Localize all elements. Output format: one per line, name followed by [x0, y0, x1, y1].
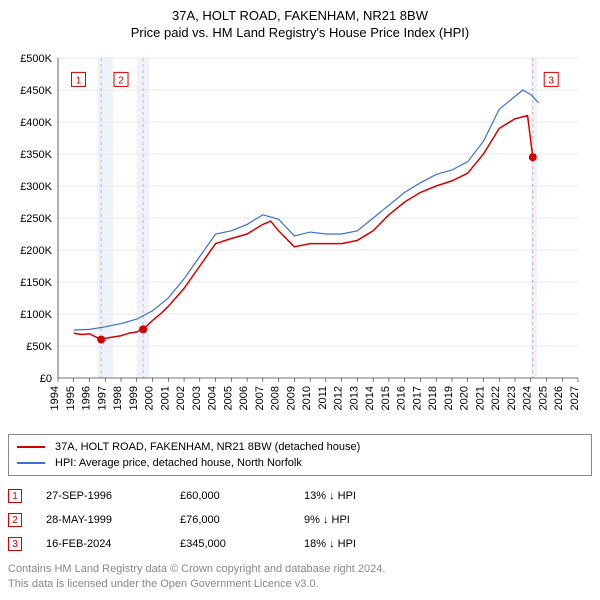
svg-text:2022: 2022	[490, 386, 502, 410]
svg-text:2012: 2012	[333, 386, 345, 410]
svg-text:2: 2	[118, 75, 124, 86]
event-marker: 2	[8, 513, 22, 527]
svg-text:£500K: £500K	[20, 53, 52, 65]
svg-text:2013: 2013	[348, 386, 360, 410]
svg-text:£100K: £100K	[20, 309, 52, 321]
legend-label: 37A, HOLT ROAD, FAKENHAM, NR21 8BW (deta…	[55, 441, 360, 453]
svg-text:£50K: £50K	[26, 341, 52, 353]
chart-area: £0 £50K £100K £150K £200K £250K £300K £350K £400…	[8, 46, 592, 426]
event-price: £60,000	[180, 490, 280, 502]
svg-text:2014: 2014	[364, 386, 376, 410]
svg-text:2018: 2018	[427, 386, 439, 410]
legend-swatch	[17, 462, 45, 464]
svg-text:£300K: £300K	[20, 181, 52, 193]
svg-text:1997: 1997	[96, 386, 108, 410]
svg-text:2010: 2010	[301, 386, 313, 410]
svg-text:2003: 2003	[191, 386, 203, 410]
svg-text:£350K: £350K	[20, 149, 52, 161]
chart-title-1: 37A, HOLT ROAD, FAKENHAM, NR21 8BW	[8, 8, 592, 23]
svg-text:£400K: £400K	[20, 117, 52, 129]
svg-text:2004: 2004	[207, 386, 219, 410]
svg-text:2005: 2005	[222, 386, 234, 410]
svg-text:2007: 2007	[254, 386, 266, 410]
svg-text:2001: 2001	[159, 386, 171, 410]
event-marker: 3	[8, 537, 22, 551]
legend-label: HPI: Average price, detached house, Nort…	[55, 457, 302, 469]
svg-text:2000: 2000	[144, 386, 156, 410]
svg-text:2025: 2025	[537, 386, 549, 410]
svg-text:2015: 2015	[380, 386, 392, 410]
footer-line-1: Contains HM Land Registry data © Crown c…	[8, 562, 592, 577]
svg-text:2023: 2023	[506, 386, 518, 410]
event-date: 16-FEB-2024	[46, 538, 156, 550]
svg-text:3: 3	[548, 75, 554, 86]
event-date: 28-MAY-1999	[46, 514, 156, 526]
event-row: 2 28-MAY-1999 £76,000 9% ↓ HPI	[8, 508, 592, 532]
event-row: 1 27-SEP-1996 £60,000 13% ↓ HPI	[8, 484, 592, 508]
svg-text:2020: 2020	[459, 386, 471, 410]
svg-text:£250K: £250K	[20, 213, 52, 225]
event-price: £345,000	[180, 538, 280, 550]
svg-text:2006: 2006	[238, 386, 250, 410]
svg-text:2019: 2019	[443, 386, 455, 410]
svg-text:2016: 2016	[396, 386, 408, 410]
event-row: 3 16-FEB-2024 £345,000 18% ↓ HPI	[8, 532, 592, 556]
event-delta: 18% ↓ HPI	[304, 538, 356, 550]
svg-text:1: 1	[76, 75, 82, 86]
svg-text:1999: 1999	[128, 386, 140, 410]
svg-text:2021: 2021	[474, 386, 486, 410]
event-delta: 9% ↓ HPI	[304, 514, 350, 526]
legend-swatch	[17, 446, 45, 448]
legend: 37A, HOLT ROAD, FAKENHAM, NR21 8BW (deta…	[8, 434, 592, 476]
svg-text:1994: 1994	[49, 386, 61, 410]
svg-text:1996: 1996	[81, 386, 93, 410]
svg-text:£450K: £450K	[20, 85, 52, 97]
svg-text:1995: 1995	[65, 386, 77, 410]
svg-text:2017: 2017	[411, 386, 423, 410]
svg-text:2009: 2009	[285, 386, 297, 410]
legend-item: HPI: Average price, detached house, Nort…	[17, 455, 583, 471]
svg-text:2026: 2026	[553, 386, 565, 410]
svg-text:2011: 2011	[317, 386, 329, 410]
svg-text:1998: 1998	[112, 386, 124, 410]
svg-text:£150K: £150K	[20, 277, 52, 289]
event-marker: 1	[8, 489, 22, 503]
svg-text:£0: £0	[40, 373, 52, 385]
event-delta: 13% ↓ HPI	[304, 490, 356, 502]
svg-text:2024: 2024	[522, 386, 534, 410]
event-price: £76,000	[180, 514, 280, 526]
event-date: 27-SEP-1996	[46, 490, 156, 502]
svg-text:2027: 2027	[569, 386, 581, 410]
footer: Contains HM Land Registry data © Crown c…	[8, 562, 592, 592]
footer-line-2: This data is licensed under the Open Gov…	[8, 577, 592, 592]
svg-text:£200K: £200K	[20, 245, 52, 257]
events-list: 1 27-SEP-1996 £60,000 13% ↓ HPI 2 28-MAY-1999…	[8, 484, 592, 556]
svg-text:2008: 2008	[270, 386, 282, 410]
svg-text:2002: 2002	[175, 386, 187, 410]
legend-item: 37A, HOLT ROAD, FAKENHAM, NR21 8BW (deta…	[17, 439, 583, 455]
chart-title-2: Price paid vs. HM Land Registry's House …	[8, 25, 592, 40]
